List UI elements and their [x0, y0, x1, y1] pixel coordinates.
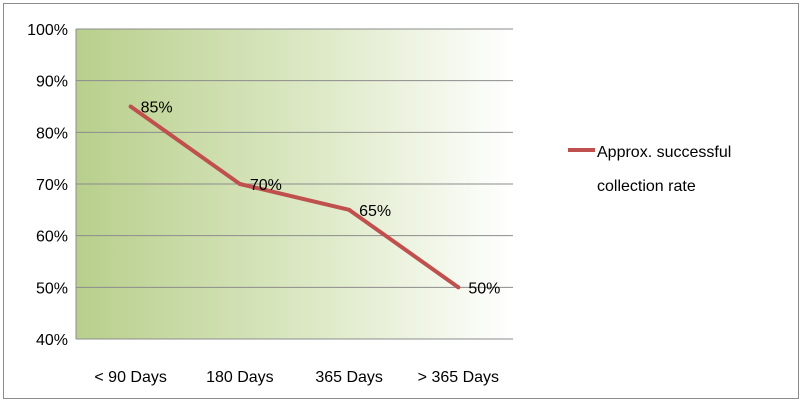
x-tick-label: < 90 Days — [94, 369, 166, 386]
legend-label-line2: collection rate — [597, 178, 696, 195]
data-point — [456, 285, 461, 290]
y-tick-label: 50% — [36, 280, 68, 297]
data-labels: 85% 70% 65% 50% — [141, 100, 501, 298]
x-tick-label: 180 Days — [206, 369, 274, 386]
series-group — [128, 104, 461, 290]
y-tick-label: 40% — [36, 332, 68, 349]
data-label: 50% — [468, 280, 500, 297]
data-label: 70% — [250, 177, 282, 194]
legend-label-line1: Approx. successful — [597, 144, 731, 161]
x-tick-labels: < 90 Days 180 Days 365 Days > 365 Days — [94, 369, 499, 386]
series-line — [129, 104, 460, 289]
data-point — [347, 207, 352, 212]
gridlines — [76, 28, 513, 288]
y-tick-labels: 40% 50% 60% 70% 80% 90% 100% — [27, 22, 68, 349]
y-tick-label: 70% — [36, 177, 68, 194]
data-point — [237, 182, 242, 186]
x-tick-label: 365 Days — [315, 369, 383, 386]
data-point — [128, 104, 133, 109]
data-label: 85% — [141, 100, 173, 117]
x-tick-label: > 365 Days — [418, 369, 499, 386]
data-label: 65% — [359, 203, 391, 220]
y-tick-label: 100% — [27, 22, 68, 39]
y-tick-label: 90% — [36, 74, 68, 91]
y-tick-label: 80% — [36, 125, 68, 142]
y-tick-label: 60% — [36, 229, 68, 246]
legend: Approx. successful collection rate — [568, 144, 731, 195]
